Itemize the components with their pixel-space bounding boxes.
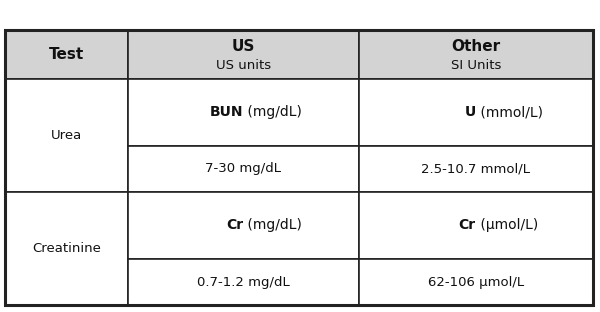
Bar	[359, 192, 593, 259]
Bar	[128, 146, 359, 192]
Text: 2.5-10.7 mmol/L: 2.5-10.7 mmol/L	[421, 162, 530, 175]
Bar	[128, 259, 359, 305]
Bar	[359, 146, 593, 192]
Text: (mg/dL): (mg/dL)	[244, 218, 302, 232]
Text: US: US	[232, 39, 255, 54]
Bar	[359, 30, 593, 79]
Bar	[128, 192, 359, 259]
Text: 0.7-1.2 mg/dL: 0.7-1.2 mg/dL	[197, 275, 290, 289]
Text: (mg/dL): (mg/dL)	[244, 105, 302, 119]
Text: Creatinine: Creatinine	[32, 242, 101, 255]
Text: Test: Test	[49, 47, 84, 62]
Bar	[5, 192, 128, 305]
Bar	[5, 30, 128, 79]
Text: 62-106 μmol/L: 62-106 μmol/L	[428, 275, 524, 289]
Text: (μmol/L): (μmol/L)	[476, 218, 538, 232]
Bar	[359, 259, 593, 305]
Text: SI Units: SI Units	[451, 59, 501, 72]
Bar	[5, 30, 593, 305]
Bar	[5, 79, 128, 192]
Text: US units: US units	[216, 59, 271, 72]
Bar	[128, 79, 359, 146]
Text: Cr: Cr	[458, 218, 476, 232]
Bar	[359, 79, 593, 146]
Text: Other: Other	[451, 39, 500, 54]
Text: Cr: Cr	[226, 218, 244, 232]
Text: 7-30 mg/dL: 7-30 mg/dL	[205, 162, 281, 175]
Text: (mmol/L): (mmol/L)	[476, 105, 543, 119]
Text: BUN: BUN	[210, 105, 244, 119]
Bar	[128, 30, 359, 79]
Text: Urea: Urea	[50, 129, 82, 142]
Text: U: U	[464, 105, 476, 119]
